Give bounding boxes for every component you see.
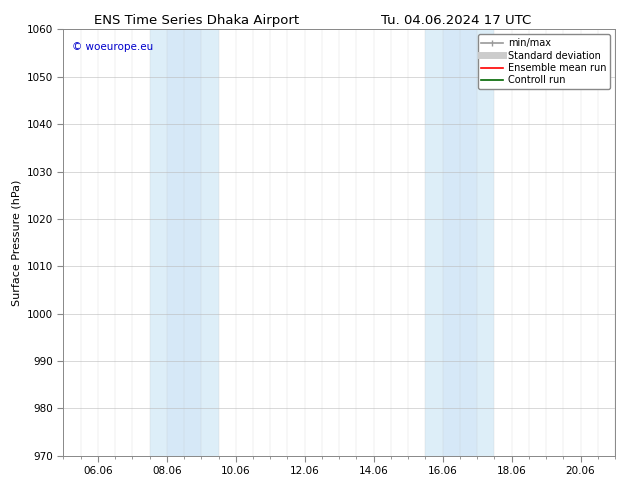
Bar <box>425 29 443 456</box>
Text: © woeurope.eu: © woeurope.eu <box>72 42 153 52</box>
Bar <box>150 29 167 456</box>
Bar <box>443 29 477 456</box>
Legend: min/max, Standard deviation, Ensemble mean run, Controll run: min/max, Standard deviation, Ensemble me… <box>477 34 610 89</box>
Bar <box>202 29 219 456</box>
Bar <box>167 29 202 456</box>
Text: ENS Time Series Dhaka Airport: ENS Time Series Dhaka Airport <box>94 14 299 27</box>
Y-axis label: Surface Pressure (hPa): Surface Pressure (hPa) <box>11 179 21 306</box>
Text: Tu. 04.06.2024 17 UTC: Tu. 04.06.2024 17 UTC <box>382 14 531 27</box>
Bar <box>477 29 495 456</box>
